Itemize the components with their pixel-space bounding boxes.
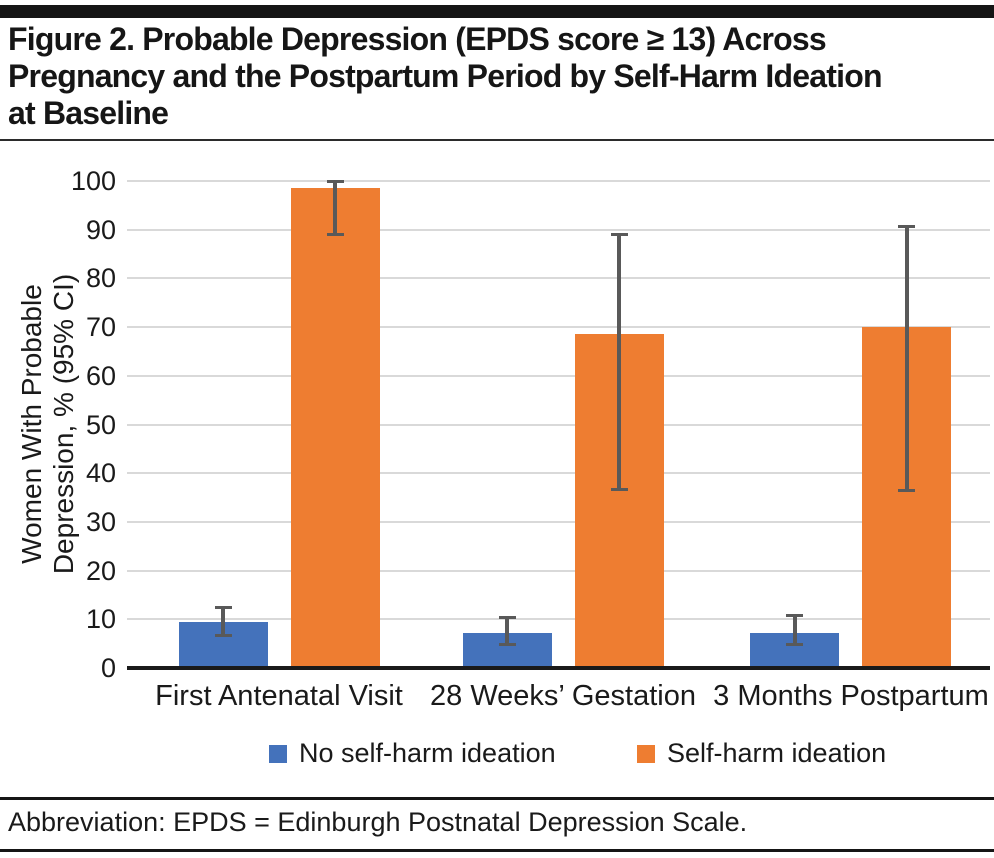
- x-category-label-3: 3 Months Postpartum: [713, 680, 989, 712]
- y-tick-label-90: 90: [85, 215, 116, 245]
- figure-title-line-2: Pregnancy and the Postpartum Period by S…: [8, 58, 883, 94]
- x-category-label-1: First Antenatal Visit: [155, 680, 403, 712]
- gridline-40: [127, 472, 990, 474]
- error-bar-cap-bottom: [898, 489, 915, 492]
- error-bar-cap-bottom: [611, 488, 628, 491]
- error-bar-cap-bottom: [786, 643, 803, 646]
- y-tick-label-20: 20: [85, 556, 116, 586]
- legend-swatch-orange: [637, 744, 655, 763]
- y-tick-label-80: 80: [85, 263, 116, 293]
- legend-item-no-self-harm-ideation: No self-harm ideation: [269, 740, 556, 767]
- legend-label-no-self-harm-ideation: No self-harm ideation: [299, 738, 556, 768]
- y-tick-label-60: 60: [85, 361, 116, 391]
- x-category-label-2: 28 Weeks’ Gestation: [430, 680, 696, 712]
- figure-title-line-3: at Baseline: [8, 95, 169, 131]
- x-axis-line: [127, 666, 990, 670]
- gridline-30: [127, 521, 990, 523]
- error-bar-line: [793, 615, 797, 644]
- footnote-divider-bottom: [0, 849, 994, 852]
- error-bar-line: [617, 234, 621, 491]
- gridline-10: [127, 618, 990, 620]
- gridline-70: [127, 326, 990, 328]
- y-tick-label-30: 30: [85, 507, 116, 537]
- gridline-20: [127, 570, 990, 572]
- y-tick-label-50: 50: [85, 410, 116, 440]
- error-bar-cap-top: [215, 606, 232, 609]
- error-bar-cap-bottom: [215, 634, 232, 637]
- top-rule: [0, 5, 994, 18]
- legend-swatch-blue: [269, 744, 287, 763]
- error-bar-cap-bottom: [499, 643, 516, 646]
- legend-item-self-harm-ideation: Self-harm ideation: [637, 740, 886, 767]
- error-bar-line: [505, 617, 509, 645]
- error-bar-cap-bottom: [327, 233, 344, 236]
- error-bar-line: [333, 181, 337, 235]
- gridline-80: [127, 277, 990, 279]
- y-tick-label-0: 0: [100, 653, 116, 683]
- footnote-divider-top: [0, 797, 994, 800]
- y-tick-label-100: 100: [70, 166, 116, 196]
- y-tick-label-40: 40: [85, 458, 116, 488]
- gridline-100: [127, 180, 990, 182]
- y-tick-label-70: 70: [85, 312, 116, 342]
- abbreviation-footnote: Abbreviation: EPDS = Edinburgh Postnatal…: [8, 807, 748, 837]
- error-bar-cap-top: [898, 225, 915, 228]
- figure-title-line-1: Figure 2. Probable Depression (EPDS scor…: [8, 21, 827, 57]
- gridline-60: [127, 375, 990, 377]
- legend-label-self-harm-ideation: Self-harm ideation: [667, 738, 887, 768]
- error-bar-cap-top: [786, 614, 803, 617]
- error-bar-cap-top: [499, 616, 516, 619]
- gridline-50: [127, 424, 990, 426]
- y-tick-label-10: 10: [85, 604, 116, 634]
- error-bar-cap-top: [327, 180, 344, 183]
- error-bar-line: [221, 607, 225, 636]
- gridline-90: [127, 229, 990, 231]
- error-bar-cap-top: [611, 233, 628, 236]
- figure-title: Figure 2. Probable Depression (EPDS scor…: [8, 21, 990, 132]
- error-bar-line: [905, 226, 909, 490]
- title-divider: [0, 139, 994, 141]
- bar-self-harm-1: [291, 188, 380, 668]
